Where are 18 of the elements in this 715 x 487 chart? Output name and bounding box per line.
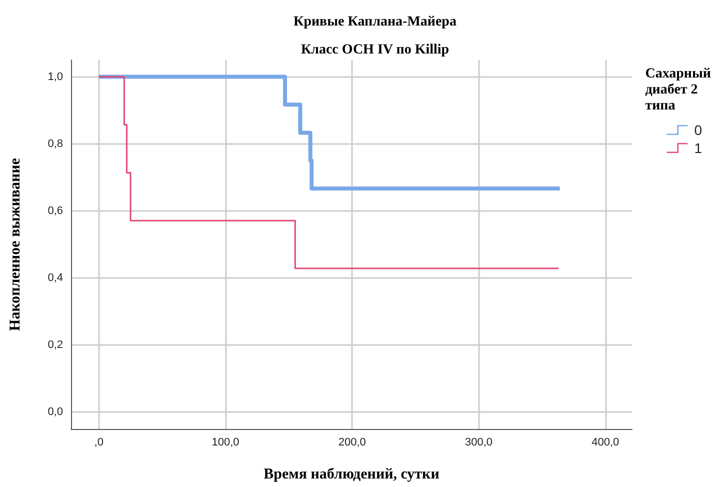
x-tick-label: 100,0 xyxy=(212,436,240,448)
x-tick-label: 200,0 xyxy=(338,436,366,448)
y-tick-label: 0,4 xyxy=(48,272,63,284)
y-axis-title: Накопленное выживание xyxy=(8,158,24,331)
y-tick-label: 0,6 xyxy=(48,204,63,217)
legend-title: Сахарный диабет 2 типа xyxy=(645,66,712,114)
y-tick-label: 0,8 xyxy=(48,138,63,150)
y-tick-label: 0,2 xyxy=(48,339,63,352)
legend-label: 0 xyxy=(694,122,702,138)
x-tick-label: 300,0 xyxy=(465,436,493,448)
x-axis-title: Время наблюдений, сутки xyxy=(264,466,440,482)
y-tick-label: 1,0 xyxy=(48,70,63,83)
chart-title: Кривые Каплана-Майера xyxy=(294,14,456,30)
x-tick-label: ,0 xyxy=(94,436,104,448)
x-tick-label: 400,0 xyxy=(592,436,620,448)
y-tick-label: 0,0 xyxy=(48,406,63,418)
legend-label: 1 xyxy=(694,140,702,156)
chart-subtitle: Класс ОСН IV по Killip xyxy=(300,42,450,58)
